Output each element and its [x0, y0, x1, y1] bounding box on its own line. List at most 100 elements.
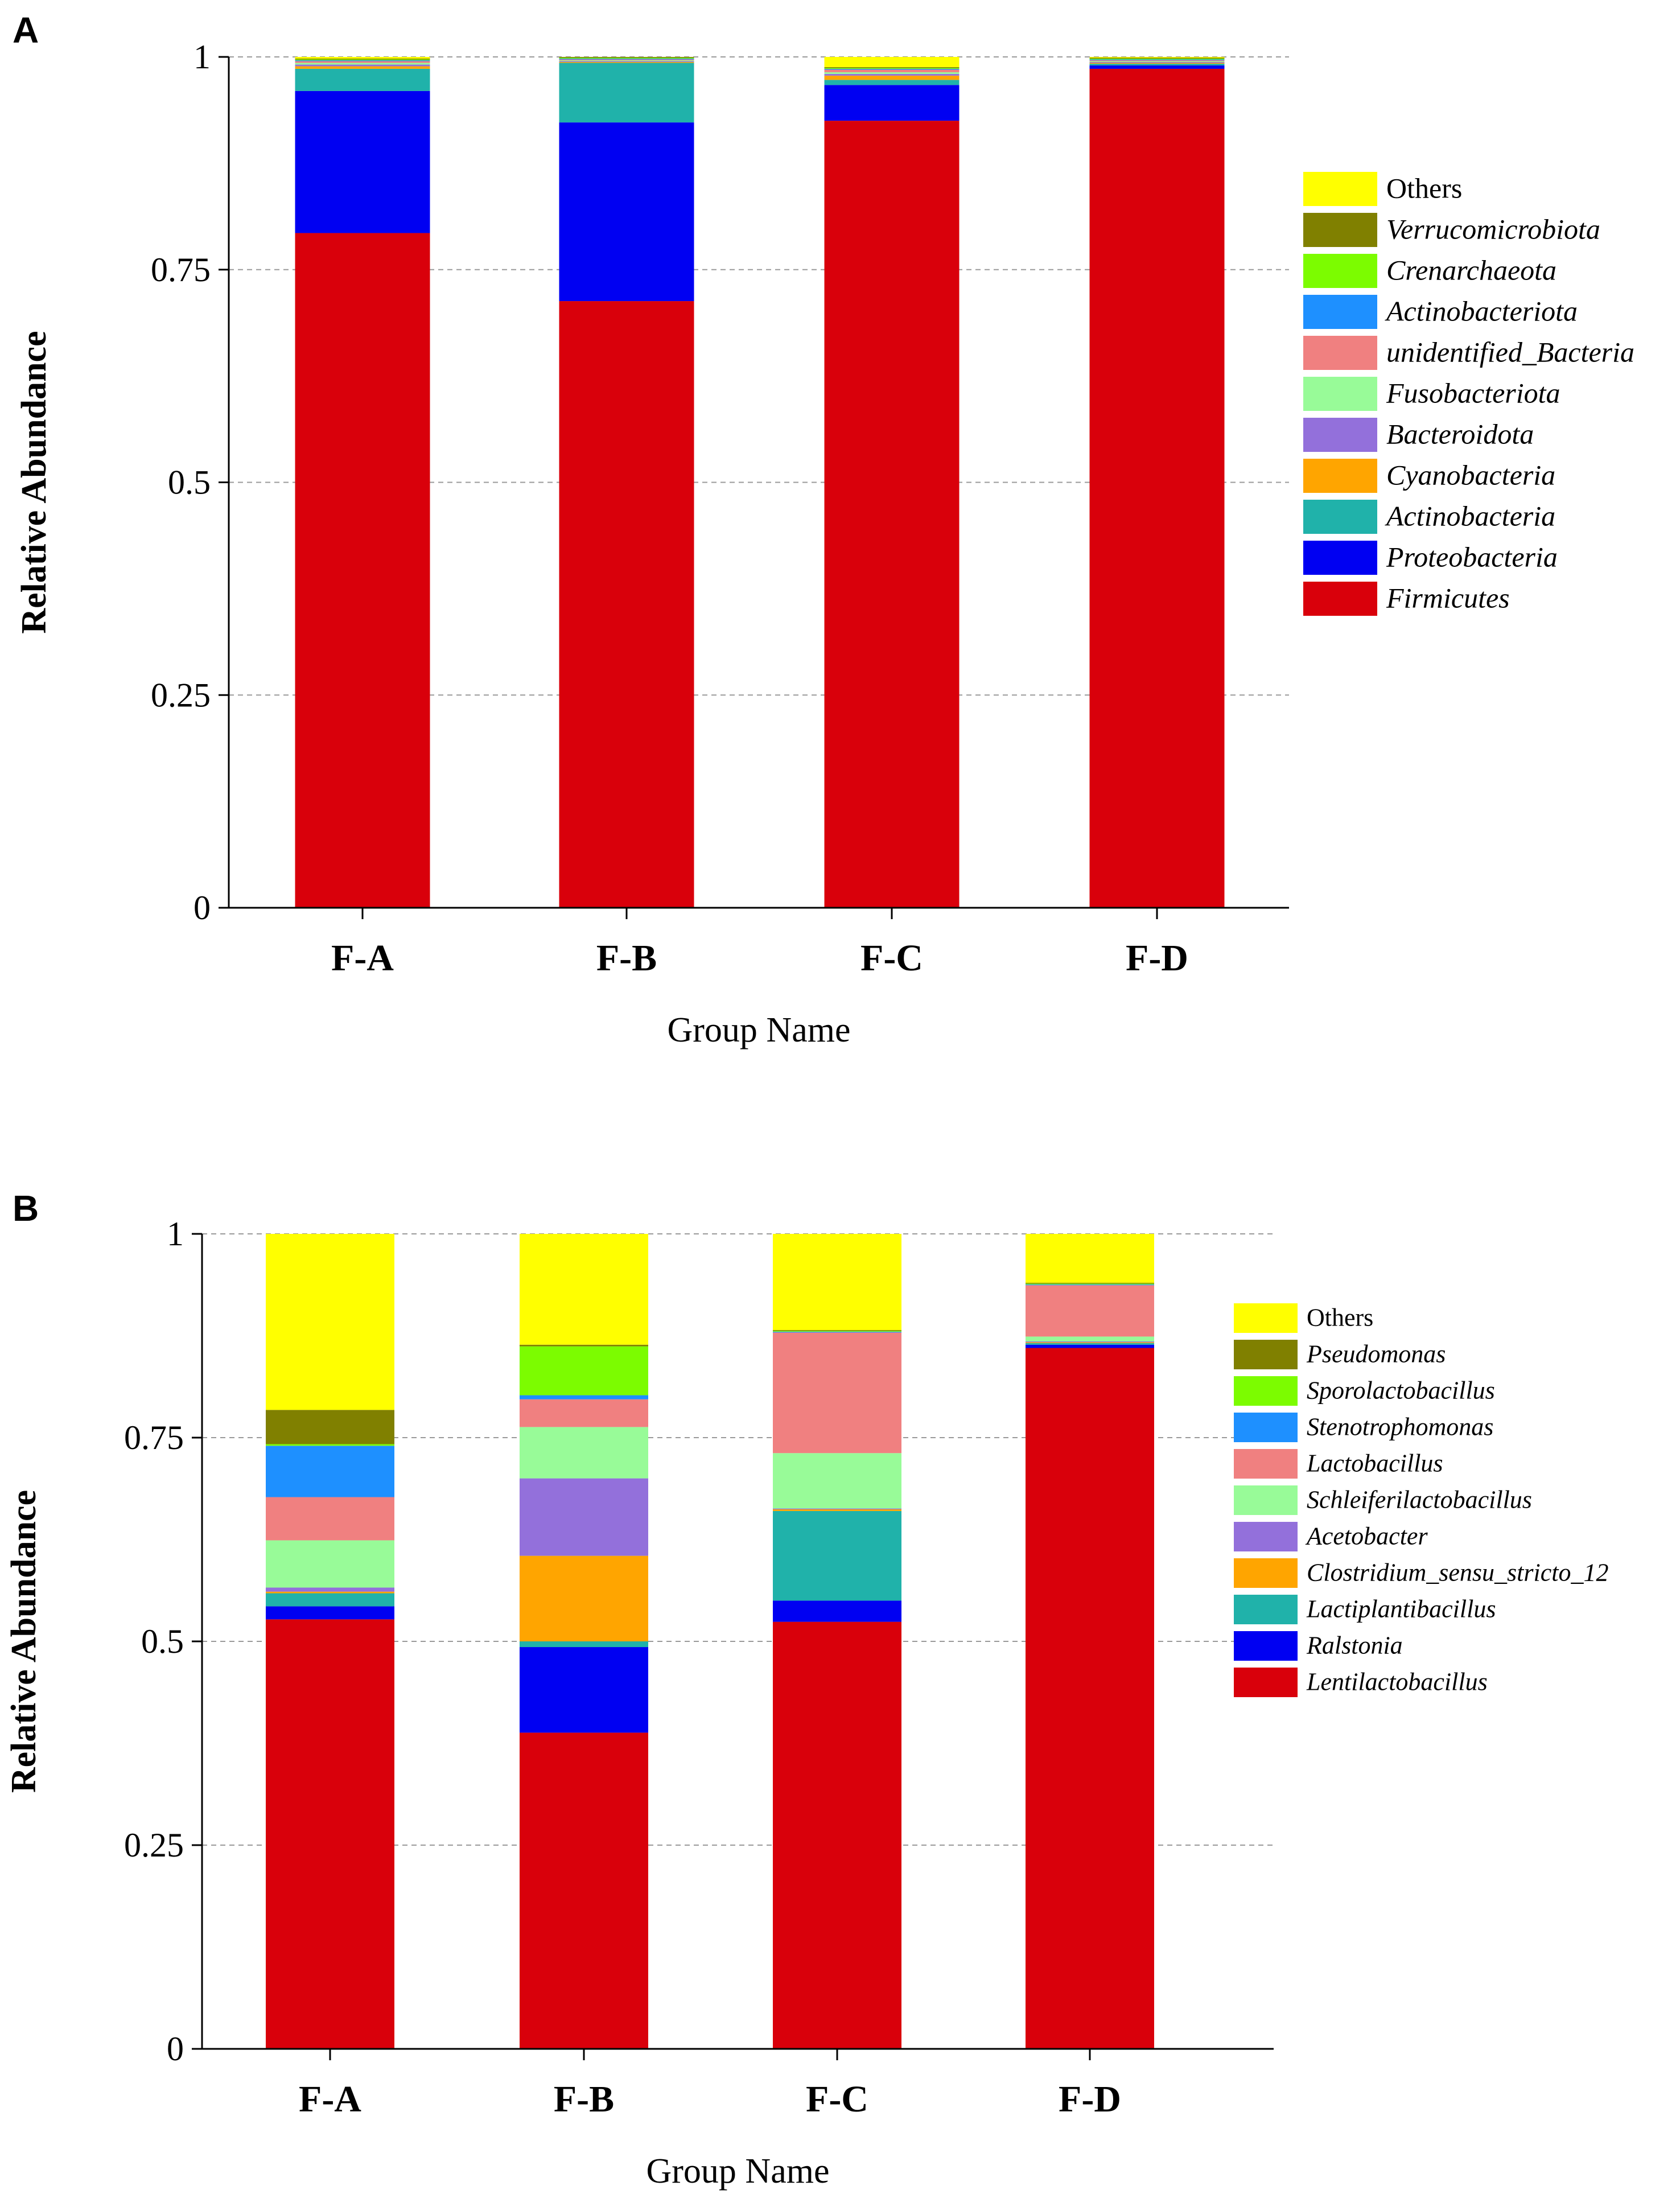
- x-tick-label-f-a: F-A: [331, 937, 394, 979]
- bar-segment-f-a-proteobacteria: [295, 90, 430, 233]
- legend: Others Verrucomicrobiota Crenarchaeota Acti…: [1303, 172, 1634, 616]
- y-axis-title: Relative Abundance: [5, 1490, 43, 1793]
- legend-swatch: [1234, 1340, 1298, 1369]
- legend-swatch: [1303, 254, 1377, 288]
- bar-segment-f-d-actinobacteriota: [1089, 59, 1225, 60]
- legend-label-lactobacillus: Lactobacillus: [1306, 1450, 1443, 1477]
- bar-segment-f-d-lactobacillus: [1026, 1285, 1154, 1337]
- bar-segment-f-b-stenotrophomonas: [520, 1395, 648, 1399]
- bar-segment-f-b-proteobacteria: [559, 122, 694, 302]
- bar-segment-f-a-lactiplantibacillus: [266, 1593, 394, 1607]
- bar-segment-f-c-unidentified-bacteria: [824, 69, 960, 72]
- legend-label-lactiplantibacillus: Lactiplantibacillus: [1306, 1595, 1496, 1623]
- panel-label: A: [13, 10, 39, 51]
- bar-segment-f-c-lactobacillus: [773, 1332, 901, 1454]
- legend-label-firmicutes: Firmicutes: [1386, 582, 1510, 614]
- legend-swatch: [1303, 377, 1377, 411]
- legend-label-unidentified-bacteria: unidentified_Bacteria: [1386, 336, 1634, 368]
- bar-segment-f-b-clostridium-sensu-stricto-12: [520, 1555, 648, 1641]
- bar-segment-f-b-sporolactobacillus: [520, 1346, 648, 1396]
- legend-swatch: [1234, 1595, 1298, 1624]
- legend-swatch: [1303, 418, 1377, 452]
- bar-segment-f-c-clostridium-sensu-stricto-12: [773, 1509, 901, 1511]
- y-tick-label: 1: [167, 1215, 184, 1253]
- bar-segment-f-a-unidentified-bacteria: [295, 61, 430, 63]
- legend-label-sporolactobacillus: Sporolactobacillus: [1307, 1377, 1495, 1405]
- bar-segment-f-a-pseudomonas: [266, 1410, 394, 1444]
- legend-swatch: [1234, 1485, 1298, 1515]
- bar-segment-f-a-cyanobacteria: [295, 66, 430, 69]
- bar-segment-f-b-fusobacteriota: [559, 60, 694, 61]
- bar-segment-f-a-lactobacillus: [266, 1497, 394, 1541]
- x-tick-label-f-a: F-A: [299, 2078, 361, 2120]
- bar-segment-f-a-stenotrophomonas: [266, 1446, 394, 1497]
- bar-segment-f-c-others: [824, 57, 960, 67]
- y-tick-label: 0.5: [168, 464, 211, 501]
- bar-segment-f-c-lentilactobacillus: [773, 1621, 901, 2049]
- bar-segment-f-a-acetobacter: [266, 1587, 394, 1592]
- legend-swatch: [1303, 336, 1377, 370]
- bar-segment-f-a-crenarchaeota: [295, 59, 430, 60]
- bar-segment-f-b-lactiplantibacillus: [520, 1641, 648, 1648]
- bar-segment-f-c-pseudomonas: [773, 1329, 901, 1331]
- bar-segment-f-b-lactobacillus: [520, 1399, 648, 1427]
- y-tick-label: 0: [167, 2030, 184, 2068]
- legend-label-acetobacter: Acetobacter: [1305, 1522, 1428, 1550]
- bar-segment-f-a-fusobacteriota: [295, 63, 430, 65]
- y-axis-title: Relative Abundance: [15, 331, 53, 633]
- bar-segment-f-c-schleiferilactobacillus: [773, 1453, 901, 1509]
- y-tick-label: 0.25: [151, 676, 211, 714]
- bar-segment-f-b-firmicutes: [559, 301, 694, 908]
- bar-segment-f-a-schleiferilactobacillus: [266, 1540, 394, 1588]
- legend-label-others: Others: [1307, 1304, 1373, 1332]
- legend-label-cyanobacteria: Cyanobacteria: [1386, 459, 1555, 491]
- chart-panel-b: B 0 0.25 0.5 0.75 1 F-A F-B F-C F-D Group Name Rela…: [5, 1188, 1609, 2191]
- bar-segment-f-d-lentilactobacillus: [1026, 1348, 1154, 2049]
- legend-swatch: [1303, 213, 1377, 247]
- bar-segment-f-c-fusobacteriota: [824, 72, 960, 74]
- bar-segment-f-a-firmicutes: [295, 233, 430, 908]
- bar-segment-f-d-bacteroidota: [1089, 61, 1225, 63]
- legend-swatch: [1234, 1668, 1298, 1697]
- legend-label-crenarchaeota: Crenarchaeota: [1386, 254, 1557, 286]
- legend-label-verrucomicrobiota: Verrucomicrobiota: [1386, 213, 1600, 245]
- bar-segment-f-d-ralstonia: [1026, 1344, 1154, 1348]
- legend-swatch: [1303, 582, 1377, 616]
- bar-segment-f-d-clostridium-sensu-stricto-12: [1026, 1342, 1154, 1343]
- bar-segment-f-b-crenarchaeota: [559, 57, 694, 59]
- y-tick-label: 0: [193, 889, 211, 927]
- legend-swatch: [1303, 541, 1377, 575]
- legend-label-proteobacteria: Proteobacteria: [1386, 541, 1558, 573]
- bar-segment-f-b-actinobacteria: [559, 63, 694, 123]
- legend-swatch: [1303, 500, 1377, 534]
- bar-segment-f-c-bacteroidota: [824, 73, 960, 76]
- legend-label-pseudomonas: Pseudomonas: [1306, 1340, 1446, 1368]
- chart-panel-a: A 0 0.25 0.5 0.75 1 F-A F-B F-C F-D Group Name Rela…: [13, 10, 1634, 1049]
- x-tick-label-f-d: F-D: [1126, 937, 1188, 979]
- bar-segment-f-a-actinobacteria: [295, 68, 430, 91]
- legend-swatch: [1234, 1376, 1298, 1406]
- bar-segment-f-a-actinobacteriota: [295, 60, 430, 61]
- bar-segment-f-d-actinobacteria: [1089, 63, 1225, 65]
- bar-segment-f-a-bacteroidota: [295, 64, 430, 67]
- bar-segment-f-d-others: [1026, 1234, 1154, 1283]
- bar-segment-f-a-clostridium-sensu-stricto-12: [266, 1591, 394, 1594]
- bar-segment-f-b-pseudomonas: [520, 1344, 648, 1347]
- legend-label-fusobacteriota: Fusobacteriota: [1386, 377, 1560, 409]
- x-tick-label-f-c: F-C: [806, 2078, 868, 2120]
- bar-segment-f-a-sporolactobacillus: [266, 1444, 394, 1446]
- bar-segment-f-d-sporolactobacillus: [1026, 1283, 1154, 1285]
- bar-segment-f-d-acetobacter: [1026, 1341, 1154, 1343]
- bar-segment-f-b-cyanobacteria: [559, 61, 694, 63]
- y-tick-label: 0.75: [124, 1419, 184, 1456]
- bar-segment-f-d-unidentified-bacteria: [1089, 60, 1225, 61]
- bar-segment-f-a-others: [295, 57, 430, 59]
- legend-swatch: [1234, 1303, 1298, 1333]
- panel-label: B: [13, 1188, 39, 1229]
- bar-segment-f-d-firmicutes: [1089, 68, 1225, 908]
- bar-segment-f-c-actinobacteria: [824, 80, 960, 85]
- legend-label-actinobacteria: Actinobacteria: [1385, 500, 1555, 532]
- legend-label-others: Others: [1386, 172, 1462, 204]
- bar-segment-f-b-acetobacter: [520, 1478, 648, 1556]
- legend-swatch: [1234, 1449, 1298, 1479]
